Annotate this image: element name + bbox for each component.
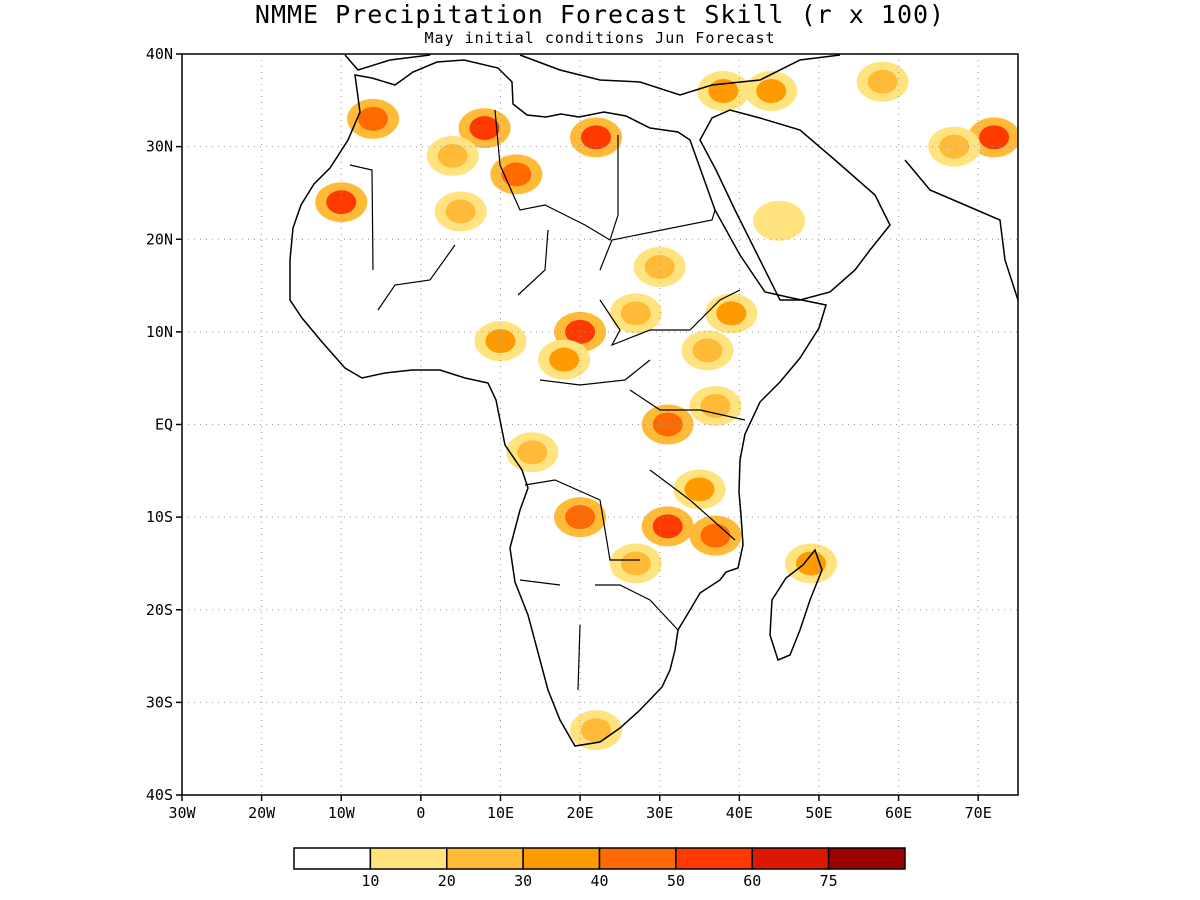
colorbar-swatch [751,847,830,870]
skill-patch [326,190,357,215]
lon-tick-label: 70E [965,804,992,822]
lat-tick-label: 20N [146,230,173,248]
skill-patch [485,329,516,354]
skill-patch [644,255,675,280]
lon-tick-label: 60E [885,804,912,822]
colorbar-swatch [598,847,677,870]
skill-patch [620,551,651,576]
coastlines [289,54,1018,747]
lon-tick-label: 10E [487,804,514,822]
lon-tick-label: 40E [726,804,753,822]
lat-tick-label: 40N [146,45,173,63]
colorbar-swatch [675,847,753,870]
skill-patch [795,551,826,576]
skill-patch [764,208,795,233]
colorbar-swatch [293,847,372,870]
skill-shading [315,61,1018,751]
country-borders [349,109,746,691]
skill-patch [620,301,651,326]
lon-tick-label: 0 [416,804,425,822]
colorbar-label: 75 [820,872,838,890]
colorbar-label: 60 [743,872,761,890]
skill-patch [716,301,747,326]
skill-patch [684,477,715,502]
skill-patch [867,69,898,94]
skill-patch [565,505,596,530]
skill-patch [437,143,468,168]
lat-tick-label: 40S [146,786,173,804]
lon-tick-label: 20W [248,804,276,822]
skill-patch [979,125,1010,150]
lon-tick-label: 30W [168,804,196,822]
skill-patch [445,199,476,224]
eurasia-coastline [344,54,1018,301]
lat-tick-label: 20S [146,601,173,619]
skill-patch [700,393,731,418]
colorbar-label: 40 [590,872,608,890]
madagascar-coastline [769,548,823,662]
skill-patch [756,79,787,104]
colorbar-swatch [522,847,601,870]
skill-patch [565,319,596,344]
skill-patch [581,125,612,150]
chart-title: NMME Precipitation Forecast Skill (r x 1… [254,0,946,29]
colorbar-swatch [369,847,448,870]
skill-patch [652,412,683,437]
lon-tick-label: 10W [328,804,356,822]
plot-frame [181,53,1019,796]
lat-tick-label: 30S [146,693,173,711]
africa-coastline [289,59,827,747]
colorbar-label: 50 [667,872,685,890]
skill-patch [469,116,500,141]
colorbar: 10 20 30 40 50 60 75 [293,847,906,890]
lat-tick-label: 10S [146,508,173,526]
skill-patch [652,514,683,539]
colorbar-swatch [827,847,906,870]
lat-tick-label: 30N [146,138,173,156]
chart-subtitle: May initial conditions Jun Forecast [424,29,776,47]
skill-patch [692,338,723,363]
skill-patch [517,440,548,465]
lon-tick-label: 50E [805,804,832,822]
skill-patch [581,718,612,743]
lat-tick-label: 10N [146,323,173,341]
colorbar-label: 20 [438,872,456,890]
lat-axis: 40N 30N 20N 10N EQ 10S 20S 30S 40S [146,45,182,804]
skill-patch [358,106,389,131]
skill-patch [939,134,970,159]
lon-axis: 30W 20W 10W 0 10E 20E 30E 40E 50E 60E 70E [168,795,992,822]
grid-lines [182,54,1018,795]
colorbar-swatch [446,847,524,870]
colorbar-label: 30 [514,872,532,890]
skill-patch [501,162,532,187]
colorbar-label: 10 [361,872,379,890]
lat-tick-label: EQ [155,416,173,434]
arabia-coastline [699,109,891,301]
skill-patch [549,347,580,372]
lon-tick-label: 30E [646,804,673,822]
skill-patch [700,523,731,548]
lon-tick-label: 20E [567,804,594,822]
